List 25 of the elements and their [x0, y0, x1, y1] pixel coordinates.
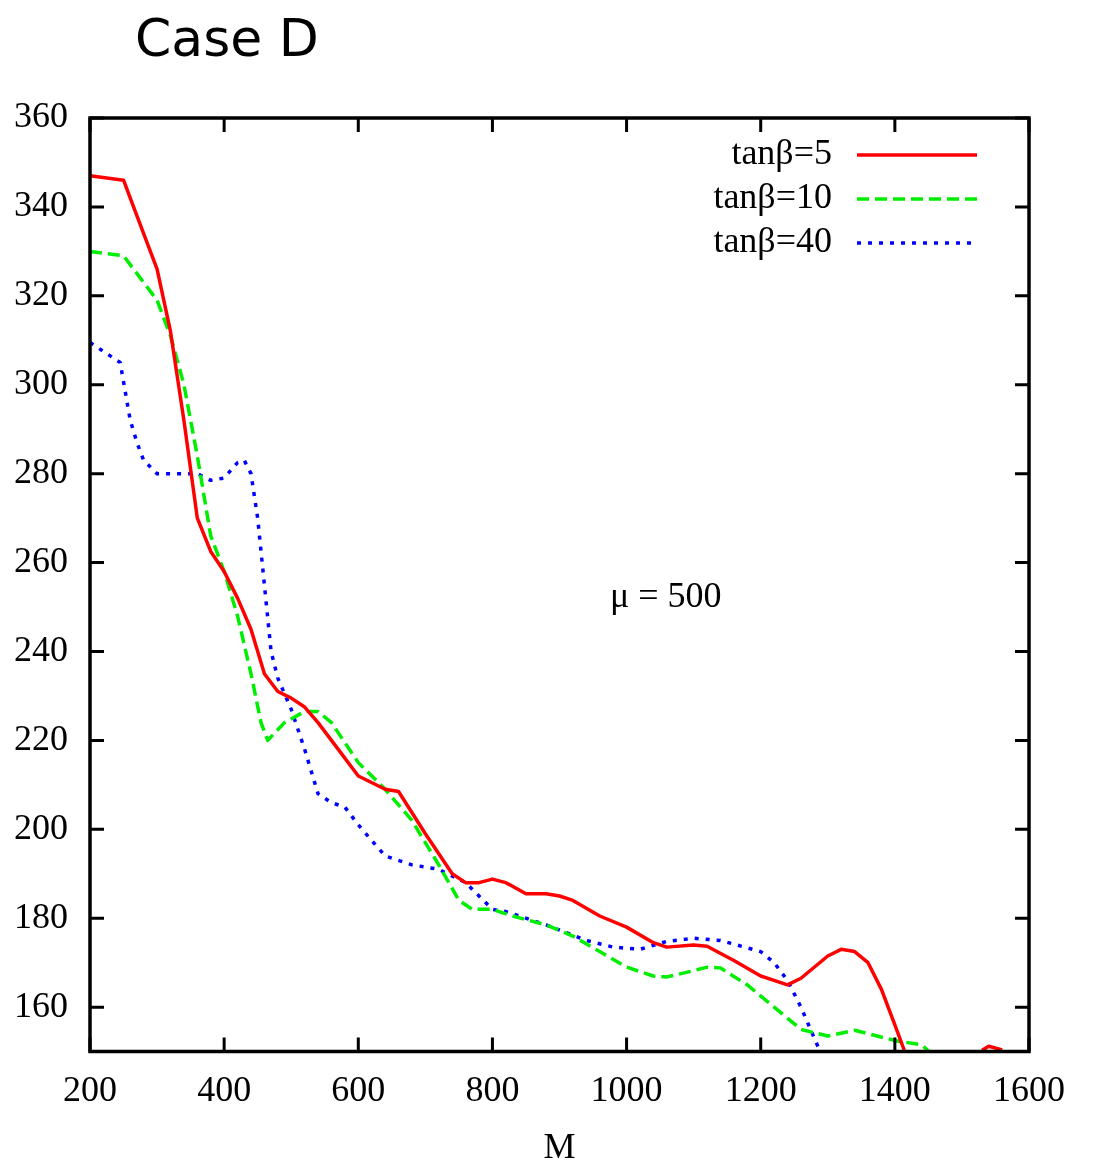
- x-tick-label: 400: [197, 1068, 252, 1109]
- x-tick-label: 200: [63, 1068, 117, 1109]
- y-tick-label: 240: [14, 628, 68, 669]
- y-tick-label: 280: [14, 451, 68, 492]
- x-tick-label: 1400: [858, 1068, 931, 1109]
- y-tick-label: 360: [14, 95, 68, 136]
- x-tick-label: 800: [465, 1068, 520, 1109]
- legend-label: tanβ=5: [731, 132, 832, 173]
- x-axis-title: M: [543, 1125, 576, 1166]
- y-tick-label: 160: [14, 984, 68, 1025]
- legend-label: tanβ=10: [713, 176, 832, 217]
- y-tick-label: 200: [14, 806, 68, 847]
- x-tick-label: 1600: [993, 1068, 1065, 1109]
- chart-title: Case D: [135, 8, 319, 68]
- y-tick-label: 260: [14, 540, 68, 581]
- y-tick-label: 180: [14, 895, 68, 936]
- y-tick-label: 300: [14, 362, 68, 403]
- y-tick-label: 320: [14, 273, 68, 314]
- annotation: μ = 500: [610, 575, 722, 616]
- x-tick-label: 1000: [590, 1068, 663, 1109]
- x-tick-label: 600: [331, 1068, 386, 1109]
- x-tick-label: 1200: [724, 1068, 797, 1109]
- y-tick-label: 340: [14, 184, 68, 225]
- legend-label: tanβ=40: [713, 220, 832, 261]
- y-tick-label: 220: [14, 717, 68, 758]
